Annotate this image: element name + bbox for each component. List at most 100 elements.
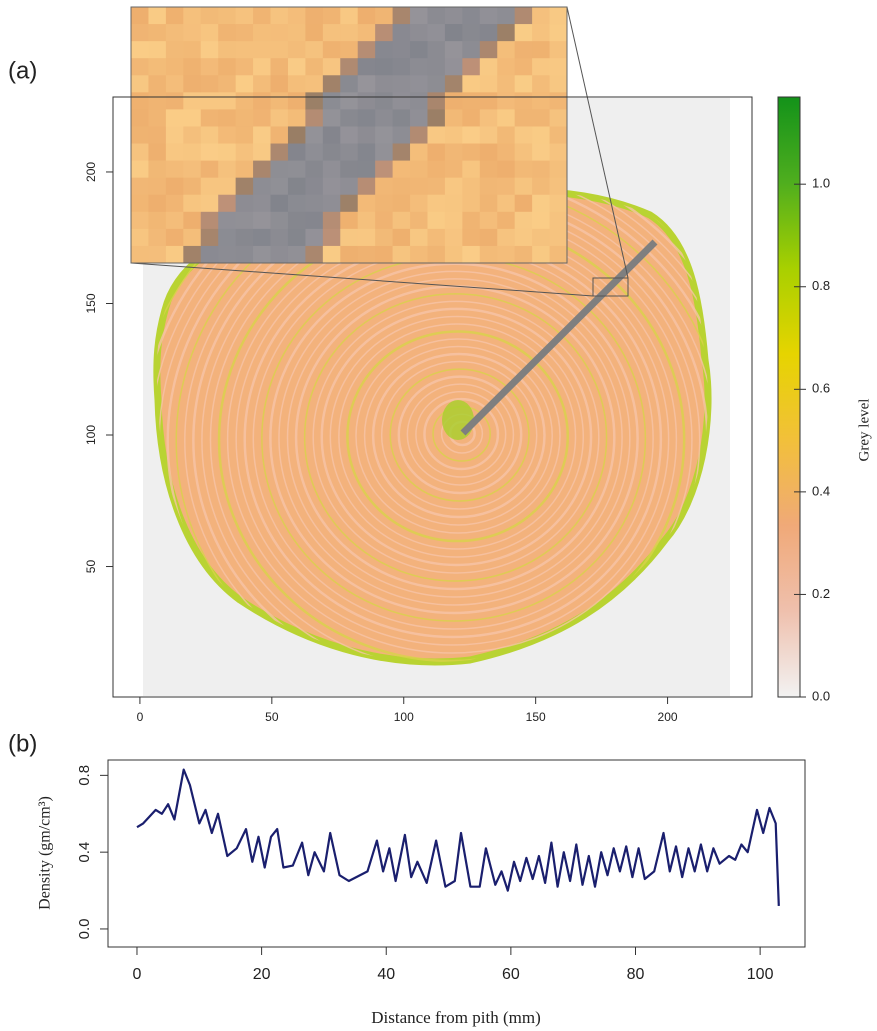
inset-pixel xyxy=(218,75,237,93)
ring xyxy=(380,360,538,510)
inset-pixel xyxy=(131,228,149,247)
inset-pixel xyxy=(427,75,446,93)
inset-pixel xyxy=(340,41,359,59)
ring xyxy=(423,397,500,471)
inset-pixel xyxy=(253,211,272,230)
inset-pixel xyxy=(514,194,533,213)
ring xyxy=(184,191,709,662)
inset-pixel xyxy=(392,245,411,264)
inset-pixel xyxy=(497,211,516,230)
inset-pixel xyxy=(305,245,324,264)
inset-pixel xyxy=(514,92,533,110)
inset-pixel xyxy=(479,109,498,127)
inset-pixel xyxy=(479,41,498,59)
colorbar-tick-label: 0.0 xyxy=(812,688,830,703)
inset-pixel xyxy=(497,7,516,25)
inset-pixel xyxy=(427,143,446,162)
y-tick-label: 100 xyxy=(84,425,98,445)
inset-pixel xyxy=(462,24,481,42)
inset-pixel xyxy=(270,228,289,247)
inset-pixel xyxy=(253,126,272,145)
inset-pixel xyxy=(532,245,551,264)
inset-pixel xyxy=(183,211,202,230)
inset-pixel xyxy=(497,24,516,42)
inset-pixel xyxy=(392,194,411,213)
inset-pixel xyxy=(270,24,289,42)
inset-pixel xyxy=(218,24,237,42)
inset-pixel xyxy=(532,75,551,93)
colorbar-tick-label: 0.2 xyxy=(812,586,830,601)
inset-pixel xyxy=(427,177,446,196)
inset-pixel xyxy=(218,160,237,179)
inset-pixel xyxy=(305,177,324,196)
inset-pixel xyxy=(218,228,237,247)
inset-pixel xyxy=(444,58,463,76)
inset-pixel xyxy=(427,7,446,25)
inset-pixel xyxy=(410,194,428,213)
inset-pixel xyxy=(532,160,551,179)
zoom-connector xyxy=(566,6,629,279)
inset-pixel xyxy=(235,143,254,162)
inset-pixel xyxy=(497,143,516,162)
colorbar xyxy=(777,96,801,698)
inset-pixel xyxy=(322,126,341,145)
inset-pixel xyxy=(357,58,376,76)
inset-pixel xyxy=(235,228,254,247)
inset-pixel xyxy=(270,92,289,110)
inset-pixel xyxy=(514,245,533,264)
inset-pixel xyxy=(200,194,219,213)
inset-pixel xyxy=(549,41,568,59)
inset-pixel xyxy=(427,194,446,213)
inset-pixel xyxy=(165,24,184,42)
inset-pixel xyxy=(218,41,237,59)
inset-pixel xyxy=(444,126,463,145)
inset-pixel xyxy=(462,109,481,127)
inset-pixel xyxy=(514,58,533,76)
inset-pixel xyxy=(218,92,237,110)
inset-pixel xyxy=(287,143,306,162)
inset-pixel xyxy=(410,160,428,179)
inset-pixel xyxy=(340,211,359,230)
inset-pixel xyxy=(340,75,359,93)
inset-pixel xyxy=(253,177,272,196)
inset-pixel xyxy=(340,126,359,145)
ring xyxy=(371,352,546,519)
inset-pixel xyxy=(287,245,306,264)
x-axis-label: Distance from pith (mm) xyxy=(371,1008,541,1027)
inset-pixel xyxy=(165,211,184,230)
inset-pixel xyxy=(165,194,184,213)
inset-pixel xyxy=(462,194,481,213)
inset-pixel xyxy=(253,160,272,179)
y-axis-label: Density (gm/cm³) xyxy=(37,796,54,910)
inset-pixel xyxy=(549,194,568,213)
x-tick-label: 100 xyxy=(394,710,414,724)
plot-frame xyxy=(107,759,806,948)
inset-pixel xyxy=(479,194,498,213)
inset-pixel xyxy=(322,228,341,247)
inset-pixel xyxy=(375,7,394,25)
zoom-inset xyxy=(131,7,568,264)
inset-pixel xyxy=(514,109,533,127)
inset-pixel xyxy=(392,75,411,93)
inset-pixel xyxy=(287,75,306,93)
inset-pixel xyxy=(253,58,272,76)
inset-pixel xyxy=(305,41,324,59)
inset-pixel xyxy=(131,7,149,25)
y-tick-label: 0.4 xyxy=(76,842,93,863)
inset-pixel xyxy=(497,160,516,179)
inset-pixel xyxy=(183,245,202,264)
inset-pixel xyxy=(532,58,551,76)
inset-pixel xyxy=(514,143,533,162)
inset-pixel xyxy=(410,245,428,264)
ring xyxy=(278,270,631,606)
x-tick-label: 50 xyxy=(265,710,279,724)
inset-pixel xyxy=(462,7,481,25)
inset-pixel xyxy=(462,160,481,179)
colorbar-label: Grey level xyxy=(856,399,872,462)
inset-pixel xyxy=(427,109,446,127)
inset-pixel xyxy=(305,75,324,93)
inset-pixel xyxy=(514,75,533,93)
inset-pixel xyxy=(444,194,463,213)
inset-pixel xyxy=(165,177,184,196)
colorbar-tick-label: 1.0 xyxy=(812,176,830,191)
